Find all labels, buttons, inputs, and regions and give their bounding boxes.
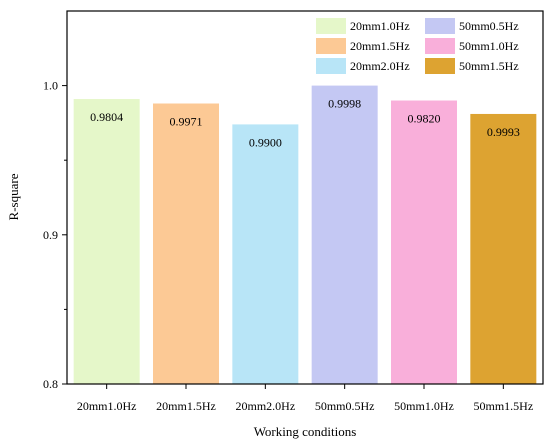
y-tick-label: 0.8 bbox=[43, 377, 58, 391]
x-tick-label-50mm1.0Hz: 50mm1.0Hz bbox=[394, 399, 454, 413]
bars-group: 0.9804 20mm1.0Hz 0.9971 20mm1.5Hz 0.9900 20mm… bbox=[73, 85, 537, 413]
legend-label-50mm1.0Hz: 50mm1.0Hz bbox=[459, 39, 519, 53]
data-label-50mm1.5Hz: 0.9993 bbox=[487, 125, 520, 139]
bar-20mm1.5Hz bbox=[153, 103, 219, 384]
legend-swatch-50mm1.0Hz bbox=[425, 38, 455, 54]
bar-50mm1.0Hz bbox=[391, 100, 457, 385]
bar-20mm1.0Hz bbox=[73, 99, 140, 384]
y-tick-label: 0.9 bbox=[43, 228, 58, 242]
legend: 20mm1.0Hz 50mm0.5Hz 20mm1.5Hz 50mm1.0Hz 20mm… bbox=[316, 18, 519, 74]
legend-label-50mm1.5Hz: 50mm1.5Hz bbox=[459, 59, 519, 73]
legend-swatch-20mm1.5Hz bbox=[316, 38, 346, 54]
legend-label-50mm0.5Hz: 50mm0.5Hz bbox=[459, 19, 519, 33]
data-label-50mm0.5Hz: 0.9998 bbox=[328, 97, 361, 111]
x-tick-label-20mm1.5Hz: 20mm1.5Hz bbox=[156, 399, 216, 413]
axis-ticks-group: 0.8 0.9 1.0 bbox=[43, 79, 67, 391]
x-tick-label-50mm0.5Hz: 50mm0.5Hz bbox=[315, 399, 375, 413]
plot-frame bbox=[66, 10, 544, 385]
legend-swatch-50mm1.5Hz bbox=[425, 58, 455, 74]
legend-swatch-50mm0.5Hz bbox=[425, 18, 455, 34]
x-tick-label-20mm1.0Hz: 20mm1.0Hz bbox=[77, 399, 137, 413]
legend-swatch-20mm1.0Hz bbox=[316, 18, 346, 34]
x-tick-label-50mm1.5Hz: 50mm1.5Hz bbox=[473, 399, 533, 413]
bar-50mm0.5Hz bbox=[311, 85, 378, 384]
data-label-20mm1.0Hz: 0.9804 bbox=[90, 110, 123, 124]
bar-20mm2.0Hz bbox=[232, 124, 299, 384]
legend-label-20mm2.0Hz: 20mm2.0Hz bbox=[350, 59, 410, 73]
bar-50mm1.5Hz bbox=[470, 113, 537, 384]
data-label-50mm1.0Hz: 0.9820 bbox=[408, 112, 441, 126]
legend-label-20mm1.5Hz: 20mm1.5Hz bbox=[350, 39, 410, 53]
data-label-20mm1.5Hz: 0.9971 bbox=[170, 115, 203, 129]
x-axis-label: Working conditions bbox=[254, 424, 357, 439]
legend-swatch-20mm2.0Hz bbox=[316, 58, 346, 74]
x-tick-label-20mm2.0Hz: 20mm2.0Hz bbox=[235, 399, 295, 413]
y-axis-label: R-square bbox=[6, 173, 21, 220]
y-tick-label: 1.0 bbox=[43, 79, 58, 93]
data-label-20mm2.0Hz: 0.9900 bbox=[249, 135, 282, 149]
legend-label-20mm1.0Hz: 20mm1.0Hz bbox=[350, 19, 410, 33]
